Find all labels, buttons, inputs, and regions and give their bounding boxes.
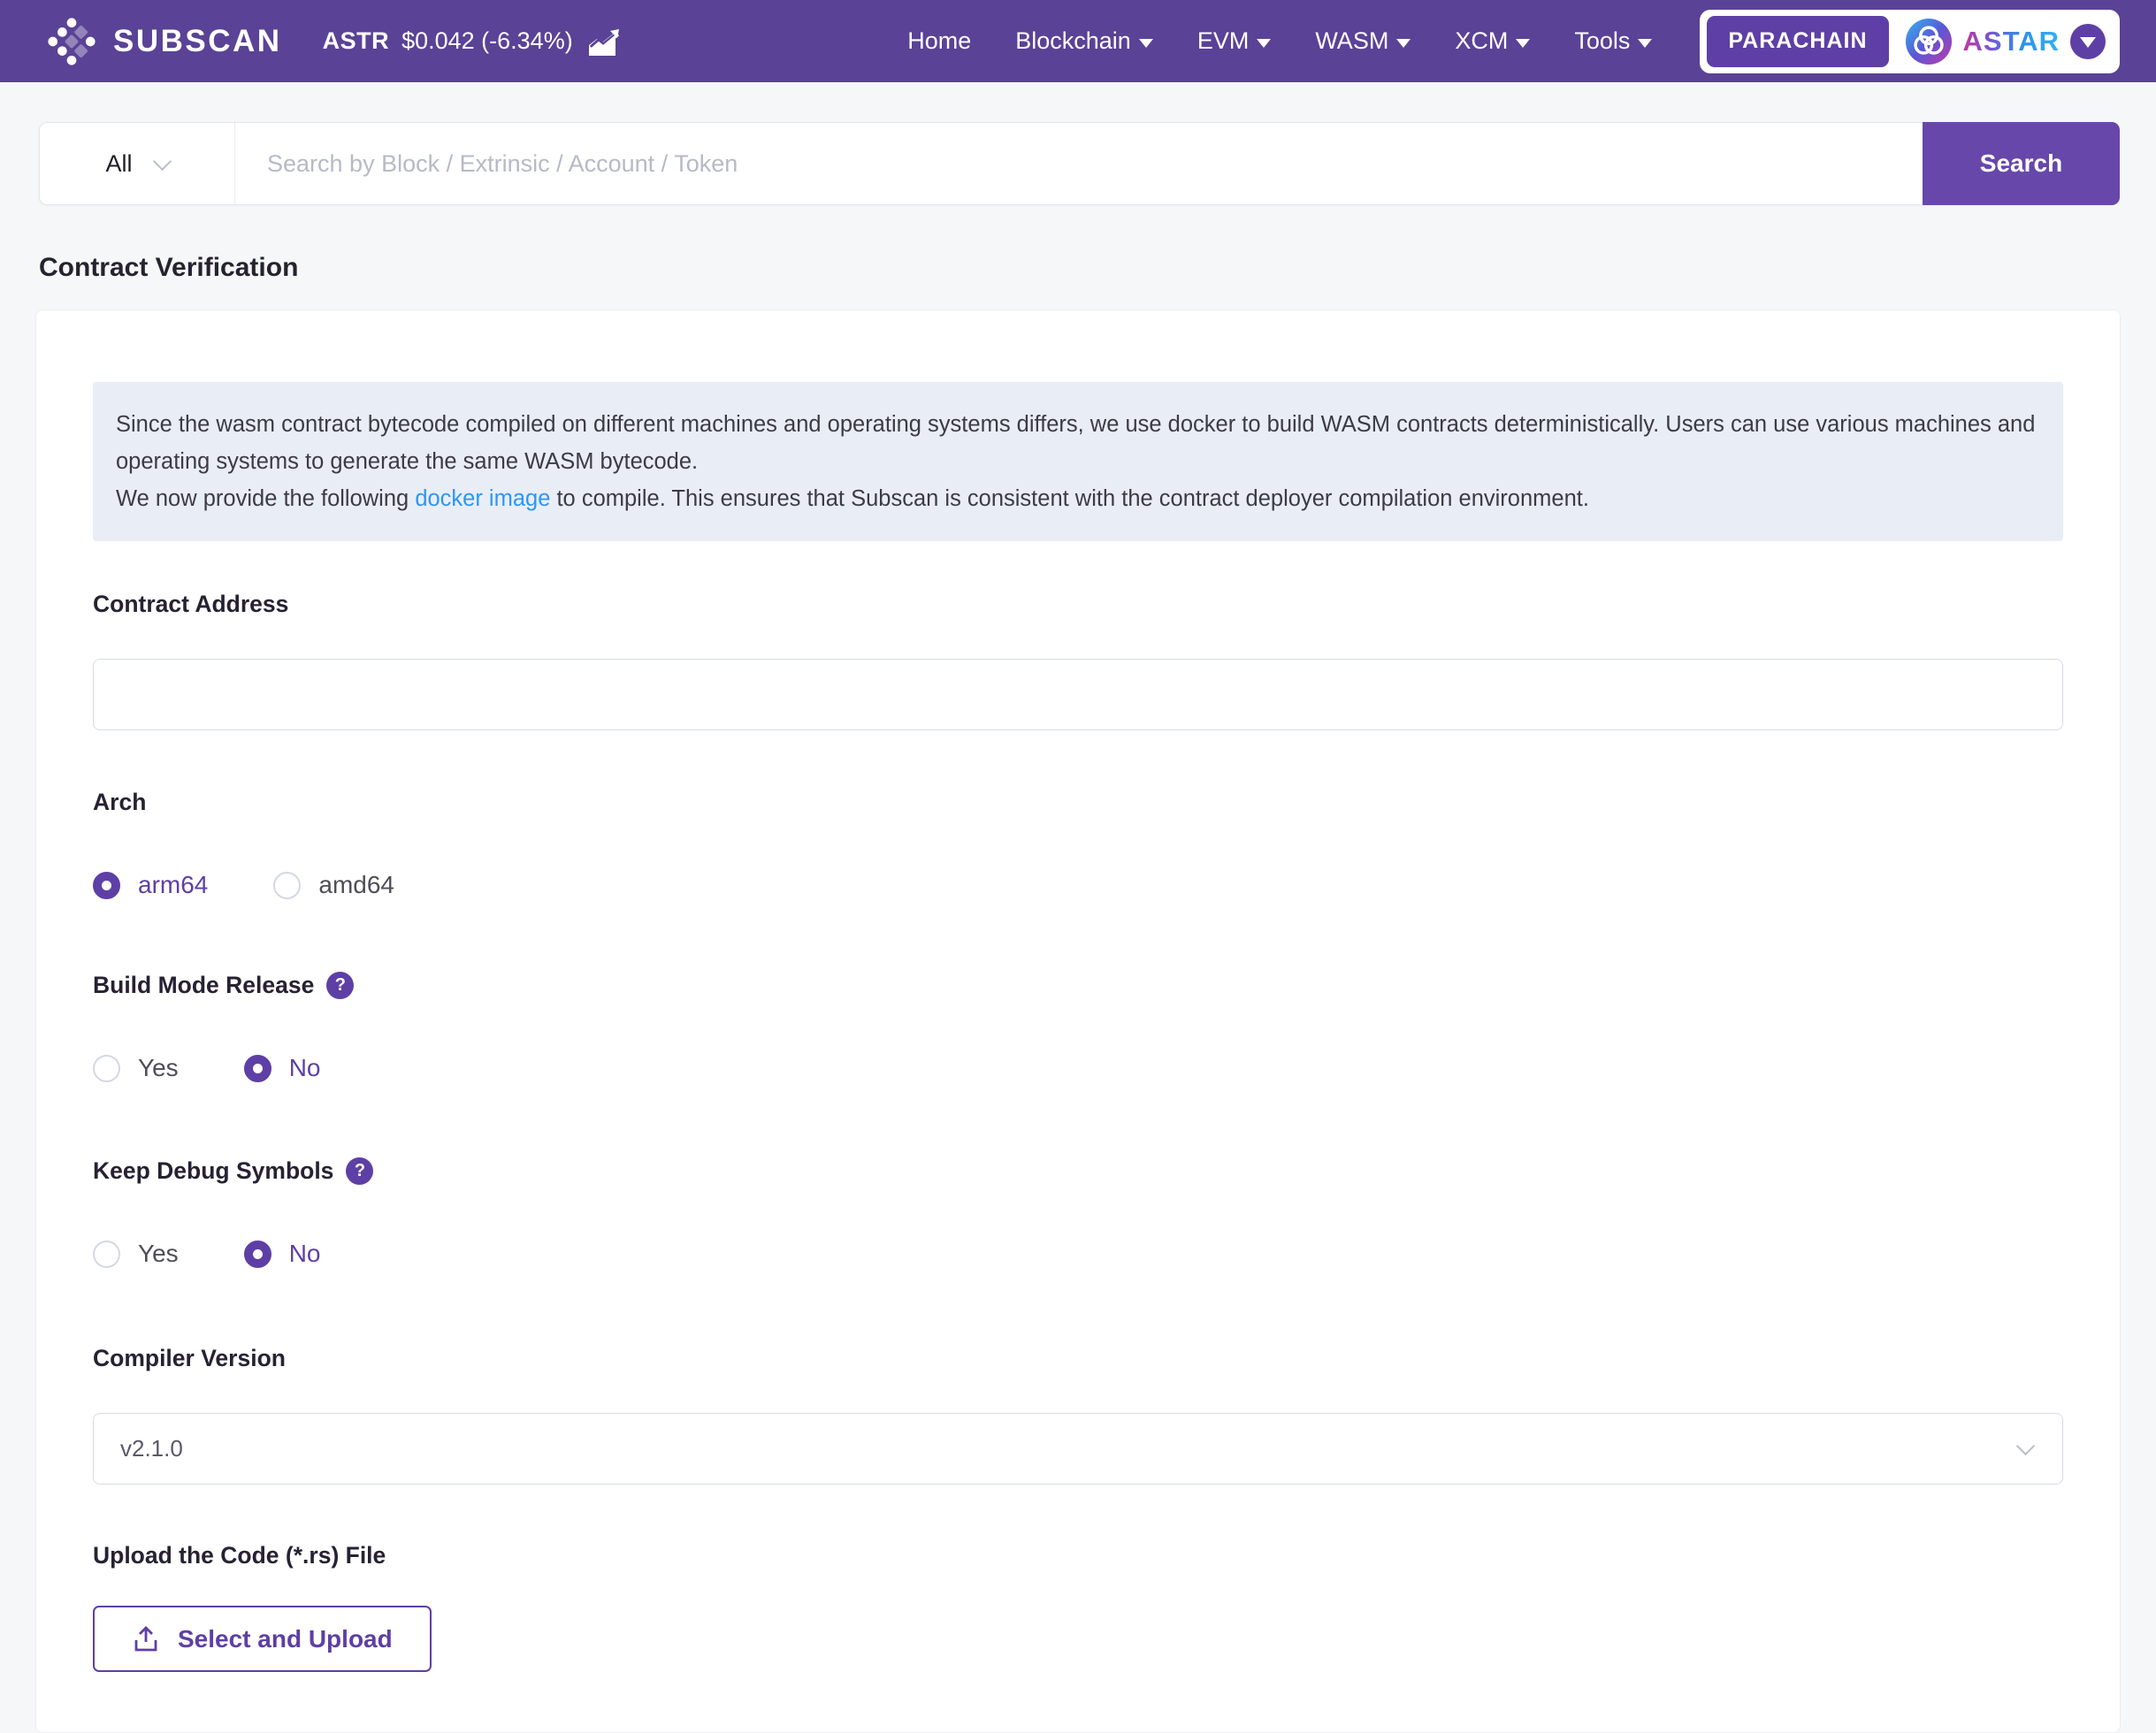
compiler-version-label: Compiler Version — [93, 1345, 2063, 1372]
caret-down-icon — [1257, 38, 1272, 48]
nav-label: XCM — [1455, 27, 1509, 54]
network-switcher: PARACHAIN — [1700, 9, 2120, 73]
price-chart-icon[interactable] — [588, 27, 621, 56]
contract-verification-card: Since the wasm contract bytecode compile… — [35, 309, 2121, 1733]
radio-icon — [273, 871, 302, 899]
search-button[interactable]: Search — [1923, 122, 2120, 205]
nav-item-blockchain[interactable]: Blockchain — [1015, 27, 1153, 55]
chevron-down-icon — [152, 151, 172, 171]
label-text: Keep Debug Symbols — [93, 1157, 334, 1184]
radio-build-mode-no[interactable]: No — [243, 1054, 321, 1082]
token-price-group: ASTR $0.042 (-6.34%) — [323, 27, 621, 56]
subscan-logo-icon — [46, 16, 97, 67]
radio-keep-debug-no[interactable]: No — [243, 1240, 321, 1268]
search-filter-dropdown[interactable]: All — [39, 122, 234, 205]
parachain-badge-button[interactable]: PARACHAIN — [1707, 15, 1889, 67]
radio-label: Yes — [138, 1054, 179, 1081]
nav-label: WASM — [1315, 27, 1389, 54]
keep-debug-radio-group: Yes No — [93, 1240, 2063, 1268]
radio-icon — [93, 871, 120, 899]
astar-logo-icon — [1905, 18, 1953, 65]
label-text: Upload the Code (*.rs) File — [93, 1542, 386, 1569]
nav-item-evm[interactable]: EVM — [1197, 27, 1272, 55]
contract-address-label: Contract Address — [93, 591, 2063, 618]
notice-line2-prefix: We now provide the following — [116, 486, 416, 511]
chevron-down-icon — [2015, 1436, 2036, 1456]
radio-icon — [93, 1240, 120, 1268]
notice-line1: Since the wasm contract bytecode compile… — [116, 412, 2036, 474]
search-input[interactable] — [234, 122, 1923, 205]
radio-keep-debug-yes[interactable]: Yes — [93, 1240, 179, 1268]
search-filter-value: All — [105, 149, 133, 177]
network-chevron-down-icon[interactable] — [2070, 23, 2106, 59]
global-search-bar: All Search — [39, 122, 2120, 205]
subscan-brand[interactable]: SUBSCAN — [46, 16, 282, 67]
radio-label: amd64 — [318, 871, 394, 898]
nav-item-wasm[interactable]: WASM — [1315, 27, 1411, 55]
radio-arch-amd64[interactable]: amd64 — [273, 871, 394, 899]
page-title: Contract Verification — [39, 253, 299, 282]
caret-down-icon — [1138, 38, 1153, 48]
upload-code-label: Upload the Code (*.rs) File — [93, 1542, 2063, 1569]
radio-arch-arm64[interactable]: arm64 — [93, 871, 208, 899]
arch-label: Arch — [93, 789, 2063, 816]
compiler-version-select[interactable]: v2.1.0 — [93, 1413, 2063, 1485]
help-icon[interactable]: ? — [346, 1157, 374, 1185]
radio-icon — [243, 1240, 271, 1268]
compiler-version-value: v2.1.0 — [120, 1435, 183, 1462]
radio-icon — [93, 1054, 120, 1082]
radio-label: No — [288, 1240, 321, 1267]
caret-down-icon — [1638, 38, 1653, 48]
radio-build-mode-yes[interactable]: Yes — [93, 1054, 179, 1082]
brand-wordmark: SUBSCAN — [113, 23, 282, 58]
help-icon[interactable]: ? — [326, 972, 355, 999]
nav-label: Home — [907, 27, 972, 54]
label-text: Arch — [93, 789, 147, 815]
network-name: ASTAR — [1962, 25, 2060, 57]
radio-label: Yes — [138, 1240, 179, 1267]
main-navigation: Home Blockchain EVM WASM XCM Tools — [907, 27, 1653, 55]
current-network-selector[interactable]: ASTAR — [1905, 18, 2106, 65]
caret-down-icon — [1516, 38, 1531, 48]
label-text: Compiler Version — [93, 1345, 286, 1371]
arch-radio-group: arm64 amd64 — [93, 871, 2063, 899]
notice-line2-suffix: to compile. This ensures that Subscan is… — [550, 486, 1589, 511]
upload-button-label: Select and Upload — [178, 1624, 393, 1653]
top-navigation-bar: SUBSCAN ASTR $0.042 (-6.34%) Home Blockc… — [0, 0, 2156, 82]
build-mode-radio-group: Yes No — [93, 1054, 2063, 1082]
docker-notice: Since the wasm contract bytecode compile… — [93, 382, 2063, 541]
nav-label: Tools — [1574, 27, 1631, 54]
label-text: Contract Address — [93, 591, 289, 617]
select-and-upload-button[interactable]: Select and Upload — [93, 1606, 432, 1672]
contract-address-input[interactable] — [93, 659, 2063, 730]
nav-item-tools[interactable]: Tools — [1574, 27, 1653, 55]
caret-down-icon — [1396, 38, 1411, 48]
nav-item-home[interactable]: Home — [907, 27, 971, 55]
upload-icon — [132, 1625, 160, 1653]
token-symbol: ASTR — [322, 27, 390, 54]
nav-label: EVM — [1197, 27, 1250, 54]
radio-label: arm64 — [138, 871, 209, 898]
radio-label: No — [288, 1054, 321, 1081]
keep-debug-label: Keep Debug Symbols ? — [93, 1157, 2063, 1185]
nav-item-xcm[interactable]: XCM — [1455, 27, 1531, 55]
nav-label: Blockchain — [1015, 27, 1131, 54]
docker-image-link[interactable]: docker image — [415, 486, 551, 511]
label-text: Build Mode Release — [93, 972, 315, 998]
notice-line2: We now provide the following docker imag… — [116, 480, 2040, 517]
token-price: $0.042 (-6.34%) — [401, 27, 573, 54]
build-mode-label: Build Mode Release ? — [93, 972, 2063, 999]
radio-icon — [243, 1054, 271, 1082]
